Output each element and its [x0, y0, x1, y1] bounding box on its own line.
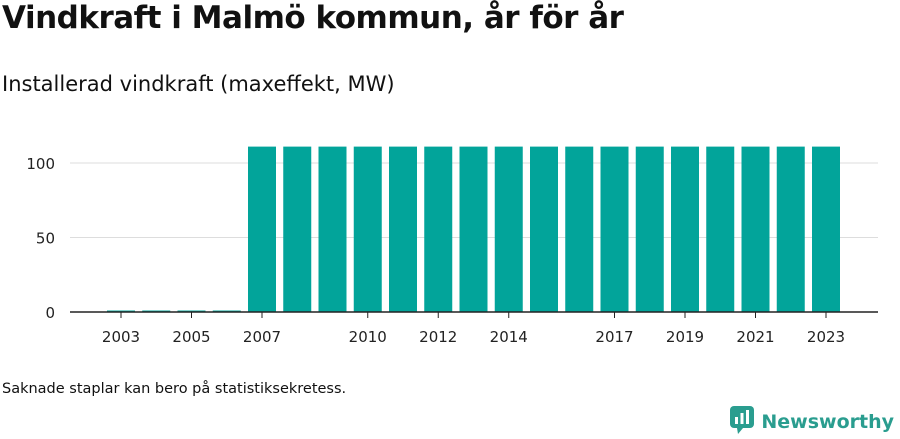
bar-2012[interactable]: [424, 146, 453, 312]
x-tick-labels: 2003 2005 2007 2010 2012 2014 2017 2019 2021 2023: [102, 312, 845, 346]
bars: [107, 146, 840, 312]
bar-2021[interactable]: [741, 146, 770, 312]
bar-2020[interactable]: [706, 146, 735, 312]
bar-2007[interactable]: [248, 146, 276, 312]
x-tick-label: 2003: [102, 328, 140, 346]
bar-2016[interactable]: [565, 146, 594, 312]
bar-2010[interactable]: [353, 146, 382, 312]
y-tick-label: 100: [26, 155, 55, 173]
brand-name: Newsworthy: [761, 411, 894, 433]
bar-2011[interactable]: [389, 146, 417, 312]
x-tick-label: 2019: [666, 328, 704, 346]
x-tick-label: 2021: [736, 328, 774, 346]
newsworthy-logo[interactable]: Newsworthy: [729, 406, 894, 438]
y-tick-labels: 0 50 100: [26, 155, 55, 322]
x-tick-label: 2017: [595, 328, 633, 346]
x-tick-label: 2023: [807, 328, 845, 346]
x-tick-label: 2007: [243, 328, 281, 346]
bar-2013[interactable]: [459, 146, 488, 312]
bar-2022[interactable]: [776, 146, 805, 312]
y-tick-label: 0: [45, 304, 55, 322]
bar-2018[interactable]: [635, 146, 664, 312]
bar-2008[interactable]: [283, 146, 312, 312]
bar-2019[interactable]: [671, 146, 699, 312]
bar-2009[interactable]: [318, 146, 347, 312]
bar-2017[interactable]: [600, 146, 629, 312]
bar-2023[interactable]: [812, 146, 840, 312]
x-tick-label: 2010: [349, 328, 387, 346]
chart-title: Vindkraft i Malmö kommun, år för år: [2, 0, 624, 36]
y-tick-label: 50: [36, 230, 55, 248]
x-tick-label: 2005: [172, 328, 210, 346]
chart-speech-bubble-icon: [729, 405, 755, 439]
x-tick-label: 2012: [419, 328, 457, 346]
bar-2015[interactable]: [530, 146, 558, 312]
bar-2014[interactable]: [494, 146, 523, 312]
chart-subtitle: Installerad vindkraft (maxeffekt, MW): [2, 72, 395, 96]
footnote: Saknade staplar kan bero på statistiksek…: [2, 381, 347, 397]
x-tick-label: 2014: [490, 328, 528, 346]
